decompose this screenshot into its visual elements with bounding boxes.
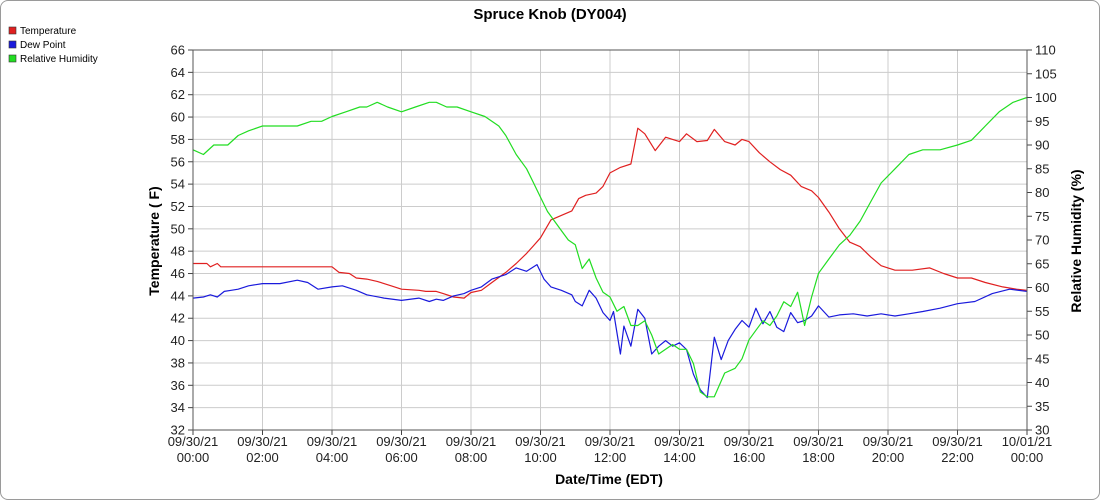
legend-label: Temperature xyxy=(20,26,77,37)
x-tick-label-date: 09/30/21 xyxy=(237,434,288,449)
y-tick-label-left: 42 xyxy=(171,311,185,326)
y-tick-label-left: 48 xyxy=(171,244,185,259)
series-line-relative-humidity xyxy=(192,96,1028,398)
axes xyxy=(188,49,1032,435)
x-tick-label-date: 09/30/21 xyxy=(932,434,983,449)
x-tick-label-time: 18:00 xyxy=(802,450,835,465)
plot-area-border xyxy=(192,49,1028,431)
y-tick-label-right: 30 xyxy=(1035,423,1049,438)
x-tick-label-time: 08:00 xyxy=(455,450,488,465)
y-tick-label-left: 58 xyxy=(171,132,185,147)
y-tick-label-right: 60 xyxy=(1035,280,1049,295)
x-tick-label-date: 09/30/21 xyxy=(446,434,497,449)
legend-label: Dew Point xyxy=(20,40,66,51)
y-axis-label-right: Relative Humidity (%) xyxy=(1068,169,1084,312)
y-tick-label-left: 40 xyxy=(171,333,185,348)
x-tick-label-date: 10/01/21 xyxy=(1002,434,1053,449)
y-tick-label-right: 65 xyxy=(1035,256,1049,271)
x-tick-label-date: 09/30/21 xyxy=(585,434,636,449)
y-tick-label-right: 95 xyxy=(1035,114,1049,129)
series-line-dew-point xyxy=(192,264,1028,399)
x-tick-label-time: 12:00 xyxy=(594,450,627,465)
x-tick-label-time: 14:00 xyxy=(663,450,696,465)
x-tick-label-time: 02:00 xyxy=(246,450,279,465)
x-tick-label-date: 09/30/21 xyxy=(307,434,358,449)
x-tick-label-time: 20:00 xyxy=(872,450,905,465)
y-tick-label-left: 60 xyxy=(171,110,185,125)
legend-label: Relative Humidity xyxy=(20,54,98,65)
tick-labels: 32 34 36 38 40 42 44 46 48 50 52 54 56 58 60 62 64 66 30 35… xyxy=(168,43,1057,466)
y-tick-label-left: 36 xyxy=(171,378,185,393)
legend-swatch xyxy=(8,26,17,35)
x-tick-label-time: 16:00 xyxy=(733,450,766,465)
x-tick-label-date: 09/30/21 xyxy=(654,434,705,449)
legend-swatch xyxy=(8,40,17,49)
x-tick-label-date: 09/30/21 xyxy=(863,434,914,449)
y-tick-label-left: 44 xyxy=(171,288,185,303)
series-line-temperature xyxy=(193,127,1028,299)
x-tick-label-time: 22:00 xyxy=(941,450,974,465)
y-tick-label-right: 105 xyxy=(1035,66,1057,81)
x-tick-label-time: 04:00 xyxy=(316,450,349,465)
series-lines xyxy=(192,96,1028,399)
y-tick-label-left: 54 xyxy=(171,177,185,192)
y-tick-label-right: 35 xyxy=(1035,399,1049,414)
y-tick-label-right: 85 xyxy=(1035,161,1049,176)
y-tick-label-right: 70 xyxy=(1035,233,1049,248)
y-tick-label-left: 56 xyxy=(171,154,185,169)
x-tick-label-date: 09/30/21 xyxy=(168,434,219,449)
y-tick-label-right: 40 xyxy=(1035,375,1049,390)
y-tick-label-left: 62 xyxy=(171,87,185,102)
y-tick-label-left: 66 xyxy=(171,43,185,58)
y-tick-label-right: 80 xyxy=(1035,185,1049,200)
y-tick-label-right: 75 xyxy=(1035,209,1049,224)
y-tick-label-left: 50 xyxy=(171,221,185,236)
x-tick-label-time: 06:00 xyxy=(385,450,418,465)
y-tick-label-left: 46 xyxy=(171,266,185,281)
y-tick-label-right: 90 xyxy=(1035,138,1049,153)
y-tick-label-right: 45 xyxy=(1035,351,1049,366)
y-tick-label-left: 52 xyxy=(171,199,185,214)
y-tick-label-left: 38 xyxy=(171,355,185,370)
y-tick-label-left: 34 xyxy=(171,400,185,415)
y-tick-label-right: 110 xyxy=(1035,43,1056,58)
x-tick-label-date: 09/30/21 xyxy=(515,434,566,449)
x-tick-label-time: 00:00 xyxy=(177,450,210,465)
x-tick-label-date: 09/30/21 xyxy=(793,434,844,449)
chart-title: Spruce Knob (DY004) xyxy=(473,6,626,23)
x-axis-label: Date/Time (EDT) xyxy=(555,471,663,487)
x-tick-label-time: 00:00 xyxy=(1011,450,1044,465)
grid-lines xyxy=(192,49,1028,431)
legend: Temperature Dew Point Relative Humidity xyxy=(8,26,98,65)
legend-swatch xyxy=(8,54,17,63)
y-axis-label-left: Temperature ( F) xyxy=(146,186,162,295)
x-tick-label-time: 10:00 xyxy=(524,450,557,465)
x-tick-label-date: 09/30/21 xyxy=(724,434,775,449)
y-tick-label-right: 55 xyxy=(1035,304,1049,319)
x-tick-label-date: 09/30/21 xyxy=(376,434,427,449)
y-tick-label-right: 100 xyxy=(1035,90,1057,105)
y-tick-label-left: 32 xyxy=(171,423,185,438)
y-tick-label-left: 64 xyxy=(171,65,185,80)
y-tick-label-right: 50 xyxy=(1035,328,1049,343)
